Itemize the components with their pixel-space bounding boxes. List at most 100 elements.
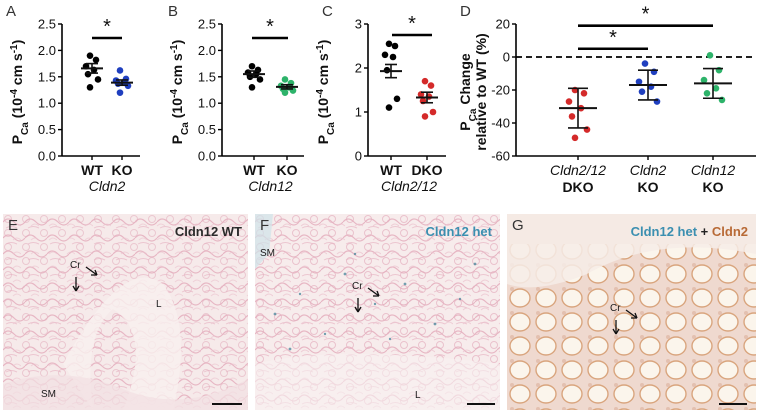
data-point [385,40,393,48]
y-tick-label: 1.0 [38,96,56,111]
y-tick-label: 0.5 [198,122,216,137]
x-tick-label: WT [243,162,265,178]
y-axis-label-part: (10 [9,98,25,122]
crypt-arrows [72,266,98,292]
scale-bar [212,403,242,405]
y-axis-label-part: (10 [169,98,185,122]
data-point [391,42,399,50]
y-tick-label: 20 [496,17,510,32]
y-tick-label: 1.5 [198,69,216,84]
significance-star: * [103,16,111,38]
y-axis-label-part: cm s [315,53,331,89]
data-point [421,77,429,85]
y-axis-label-part: -1 [315,44,326,53]
y-axis-label-part: P [169,135,185,144]
y-axis-label-part: -4 [169,89,180,98]
data-point [385,104,393,111]
chart-panel-d: D 20 0 -20 -40 -60 PCa Change relative to WT (%… [457,3,756,195]
label-lumen: L [156,299,162,310]
y-axis-label: PCa (10-4 cm s-1) [169,40,191,145]
data-point [84,70,92,78]
data-point [712,85,720,92]
label-lumen: L [415,390,421,401]
micrograph-g-letter: G [512,217,524,234]
y-tick-label: -40 [491,116,510,131]
y-axis-label-part: ) [9,40,25,45]
label-crypt: Cr [352,281,363,292]
y-axis-label-part: ) [315,40,331,45]
y-tick-label: 2.5 [38,17,56,32]
micrograph-e-title: Cldn12 WT [174,224,242,239]
y-axis-label-part: Change [457,53,473,108]
panel-letter: B [168,3,178,20]
data-point [429,108,437,116]
x-tick-label-sub: KO [703,179,724,195]
data-point [703,90,711,97]
x-tick-label: Cldn2 [630,162,667,178]
data-point [116,89,124,96]
y-tick-label: 2.0 [38,43,56,58]
y-tick-label: -60 [491,149,510,164]
significance-star: * [609,27,617,49]
label-crypt: Cr [70,260,81,271]
x-tick-label: KO [112,162,133,178]
y-axis-label-part: -1 [169,44,180,53]
crypt-arrows [612,309,638,335]
y-tick-label: 2.0 [198,43,216,58]
y-axis-label: PCa (10-4 cm s-1) [9,40,31,145]
y-axis-label-part: -4 [9,89,20,98]
scale-bar [719,403,747,405]
crypt-arrows [354,287,380,313]
data-point [94,76,102,83]
y-axis-label-part: Ca [180,122,191,135]
x-tick-label: WT [81,162,103,178]
y-axis-label-part: (10 [315,98,331,122]
y-axis-label-part: P [9,135,25,144]
chart-panel-b: B 0.0 0.5 1.0 1.5 2.0 2.5 PCa (10-4 cm s-1) WT KO… [168,3,304,194]
data-point [421,113,429,120]
title-separator: + [697,224,712,239]
x-tick-label-sub: KO [638,179,659,195]
x-group-label: Cldn2 [89,178,126,194]
micrograph-g-title: Cldn12 het + Cldn2 [631,224,748,239]
y-tick-label: 0.0 [38,149,56,164]
y-axis-label-part: Ca [468,108,479,121]
label-crypt: Cr [610,303,621,314]
data-point [389,53,397,61]
y-axis-label: PCa (10-4 cm s-1) [315,40,337,145]
data-point [580,90,588,97]
y-tick-label: -20 [491,83,510,98]
y-tick-label: 0 [503,50,510,65]
y-axis-label-line2: relative to WT (%) [473,33,489,150]
data-point [86,84,94,91]
micrograph-g: Cldn12 het + Cldn2 G Cr [507,214,756,410]
data-point [248,84,256,91]
data-point [635,78,643,86]
data-point [248,62,256,70]
x-tick-label: KO [277,162,298,178]
y-tick-label: 0.0 [198,149,216,164]
scale-bar [467,403,495,405]
y-tick-label: 3 [355,17,362,32]
micrograph-f-letter: F [260,217,270,234]
micrograph-e: Cldn12 WT E Cr L SM [3,214,248,410]
data-point [393,95,401,103]
y-tick-label: 0 [355,149,362,164]
title-cldn2: Cldn2 [711,224,748,239]
y-tick-label: 0.5 [38,122,56,137]
data-point [92,56,100,64]
y-tick-label: 1 [355,105,362,120]
x-tick-label: Cldn2/12 [550,162,606,178]
significance-star: * [642,4,650,26]
micrograph-f-tissue [255,214,500,410]
significance-star: * [266,16,274,38]
panel-letter: C [322,3,333,20]
y-tick-label: 1.0 [198,96,216,111]
panel-letter: A [6,3,16,20]
y-axis-label-part: P [457,121,473,130]
title-cldn12-het: Cldn12 het [630,224,698,239]
data-point [86,52,94,59]
